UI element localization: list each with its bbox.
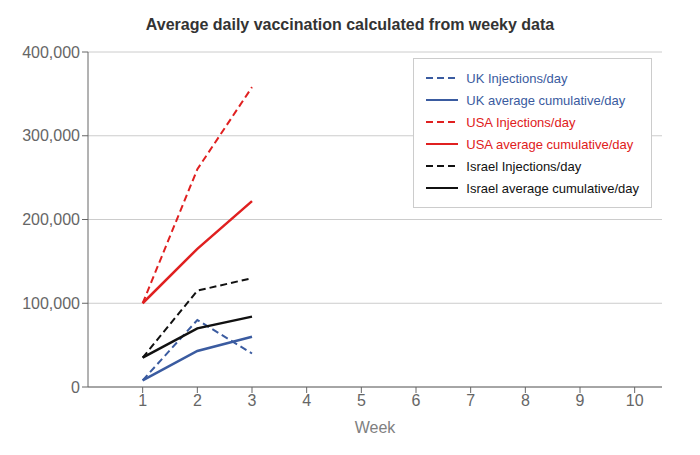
svg-text:2: 2: [193, 392, 202, 409]
svg-text:4: 4: [302, 392, 311, 409]
svg-text:Week: Week: [355, 419, 397, 436]
html-text:Israel average cumulative/day: Israel average cumulative/day: [466, 180, 639, 196]
html-text:Israel Injections/day: Israel Injections/day: [466, 158, 582, 174]
svg-text:0: 0: [71, 379, 80, 396]
svg-text:9: 9: [576, 392, 585, 409]
svg-text:5: 5: [357, 392, 366, 409]
svg-text:300,000: 300,000: [22, 127, 80, 144]
html-text:Average daily vaccination calc: Average daily vaccination calculated fro…: [145, 16, 555, 33]
svg-text:400,000: 400,000: [22, 44, 80, 61]
svg-text:8: 8: [521, 392, 530, 409]
svg-text:1: 1: [138, 392, 147, 409]
svg-text:7: 7: [466, 392, 475, 409]
svg-text:3: 3: [248, 392, 257, 409]
html-text:USA average cumulative/day: USA average cumulative/day: [466, 136, 634, 152]
svg-text:10: 10: [626, 392, 644, 409]
svg-text:200,000: 200,000: [22, 211, 80, 228]
html-text:UK average cumulative/day: UK average cumulative/day: [466, 92, 626, 108]
html-text:UK Injections/day: UK Injections/day: [466, 70, 568, 86]
svg-text:100,000: 100,000: [22, 295, 80, 312]
svg-text:6: 6: [412, 392, 421, 409]
html-text:USA Injections/day: USA Injections/day: [466, 114, 576, 130]
